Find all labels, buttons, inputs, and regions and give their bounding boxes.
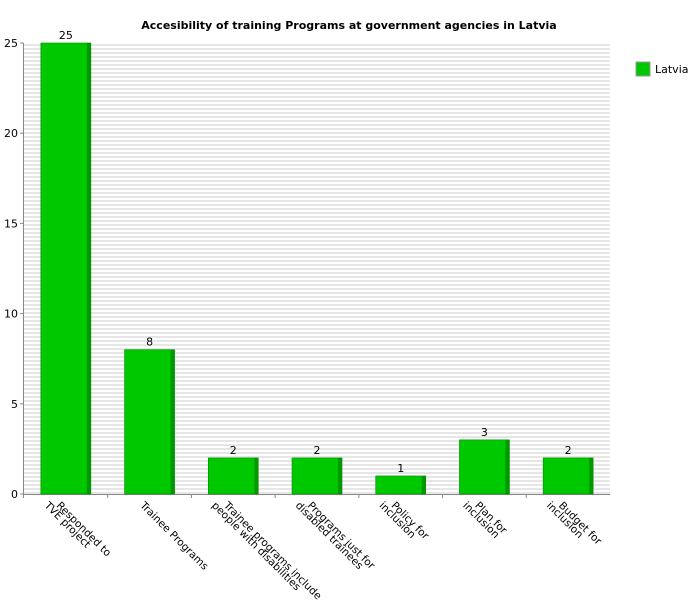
bar xyxy=(292,457,342,494)
bar-shade xyxy=(338,457,342,494)
plot-area xyxy=(24,43,610,494)
bars xyxy=(40,42,594,495)
legend-swatch xyxy=(635,61,651,77)
bar-outline xyxy=(459,439,510,495)
category-label: Trainee Programs xyxy=(137,499,211,573)
bar xyxy=(459,439,510,494)
bar xyxy=(375,475,426,494)
bar-outline xyxy=(124,349,175,495)
y-tick-label: 0 xyxy=(11,488,18,501)
x-axis xyxy=(23,494,610,498)
bar-outline xyxy=(291,457,343,495)
bar-shade xyxy=(421,475,426,494)
category-label-line: Trainee Programs xyxy=(137,499,211,573)
category-label-line: people with disabilities xyxy=(209,500,303,594)
category-label-line: Responded to xyxy=(54,500,114,560)
data-label: 2 xyxy=(565,444,572,457)
y-axis: 0 5 10 15 20 25 xyxy=(4,37,24,501)
bar-outline xyxy=(375,475,427,495)
data-label: 2 xyxy=(314,444,321,457)
data-label: 2 xyxy=(230,444,237,457)
bar-shade xyxy=(589,457,594,494)
data-label: 1 xyxy=(397,462,404,475)
data-label: 8 xyxy=(146,336,153,349)
data-label: 3 xyxy=(481,426,488,439)
bar-shade xyxy=(170,349,175,494)
y-tick-label: 10 xyxy=(4,308,18,321)
legend: Latvia xyxy=(635,61,689,77)
data-label: 25 xyxy=(59,29,73,42)
bar xyxy=(124,349,175,494)
y-tick-label: 5 xyxy=(11,398,18,411)
y-tick-label: 15 xyxy=(4,217,18,230)
bar-outline xyxy=(40,42,92,495)
bar-shade xyxy=(505,439,510,494)
y-tick-label: 20 xyxy=(4,127,18,140)
bar xyxy=(208,457,259,494)
bar-outline xyxy=(542,457,594,495)
category-label-line: Programs just for xyxy=(305,500,378,573)
y-tick-label: 25 xyxy=(4,37,18,50)
bar-shade xyxy=(254,457,259,494)
data-labels: 25 8 2 2 1 3 2 xyxy=(59,29,572,475)
legend-label: Latvia xyxy=(655,63,689,76)
chart-title: Accesibility of training Programs at gov… xyxy=(141,19,556,32)
bar-shade xyxy=(86,43,91,494)
bar-outline xyxy=(207,457,259,495)
bar xyxy=(543,457,594,494)
bar xyxy=(40,43,91,494)
category-label-line: disabled trainees xyxy=(293,500,365,572)
